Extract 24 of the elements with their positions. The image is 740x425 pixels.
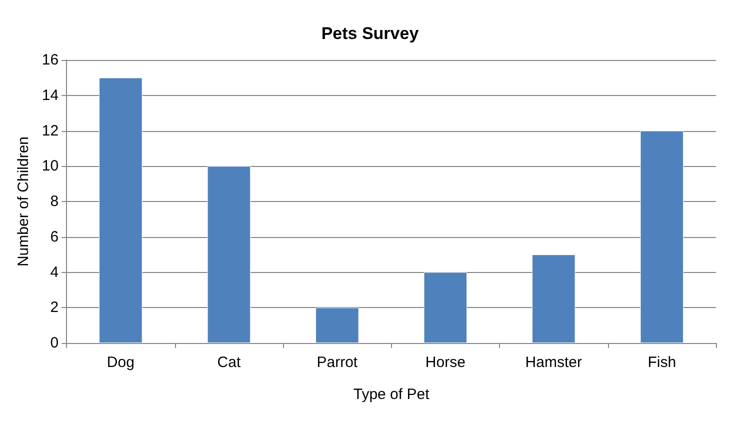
bar [207,166,251,343]
y-tick-label: 4 [50,264,59,281]
x-tick-label: Hamster [525,354,582,371]
x-tick-label: Horse [425,354,466,371]
bar [424,272,468,343]
y-tick-label: 16 [42,52,59,68]
y-tick-label: 2 [50,299,59,316]
bar [316,308,359,343]
chart-title: Pets Survey [321,24,420,43]
x-axis-title: Type of Pet [353,386,430,403]
y-tick-label: 12 [42,122,59,140]
y-tick-label: 14 [42,86,59,104]
y-axis-title: Number of Children [15,136,32,267]
y-tick-label: 8 [50,193,59,210]
x-tick-label: Dog [106,354,134,371]
x-tick-label: Cat [217,354,242,371]
x-tick-label: Fish [648,354,676,371]
x-tick-label: Parrot [316,354,358,371]
bar [532,254,576,343]
y-tick-label: 10 [42,158,59,175]
bar [99,78,142,343]
y-tick-label: 0 [50,334,59,352]
y-tick-label: 6 [50,228,59,246]
bar [640,130,684,343]
